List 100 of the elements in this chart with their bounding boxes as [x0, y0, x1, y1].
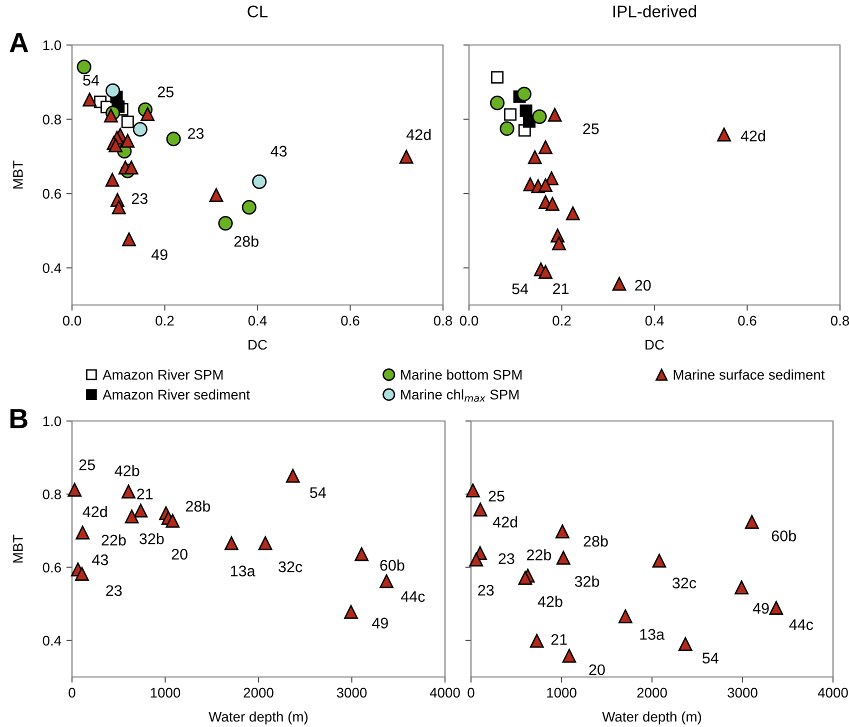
point [562, 648, 576, 663]
point [530, 634, 544, 648]
point [122, 232, 136, 246]
x-tick-label: 3000 [728, 688, 758, 698]
point [104, 108, 118, 123]
y-tick-label: 0.8 [42, 114, 61, 124]
x-tick-label: 3000 [336, 688, 367, 698]
x-tick-label: 0.2 [552, 316, 571, 326]
annotation: 44c [789, 619, 814, 630]
point [76, 526, 90, 540]
point [538, 178, 552, 192]
point [504, 108, 517, 121]
annotation: 23 [106, 585, 122, 596]
point [82, 92, 97, 107]
x-tick-label: 0.8 [830, 316, 849, 326]
annotation: 32c [672, 578, 696, 588]
annotation: 21 [137, 488, 153, 500]
annotation: 44c [400, 591, 425, 602]
point [380, 574, 394, 588]
x-tick-label: 0.6 [738, 316, 756, 326]
annotation: 54 [512, 284, 528, 294]
y-tick-label: 0.6 [42, 188, 61, 199]
x-tick-label: 0.4 [645, 316, 664, 326]
annotation: 20 [589, 664, 605, 676]
annotation: 22b [102, 534, 126, 546]
x-tick-label: 0.8 [434, 316, 452, 326]
point [612, 276, 626, 291]
annotation: 22b [526, 549, 552, 560]
annotation: 23 [478, 584, 494, 596]
point [122, 484, 136, 499]
annotation: 43 [270, 146, 287, 157]
annotation: 43 [92, 554, 108, 566]
legend-label: Amazon River SPM [102, 370, 223, 380]
text: B [10, 409, 28, 428]
annotation: 23 [498, 553, 514, 564]
annotation: 20 [635, 280, 651, 291]
annotation: 21 [553, 283, 569, 294]
point [552, 236, 566, 250]
point [108, 138, 123, 152]
point [520, 104, 532, 117]
annotation: 23 [188, 128, 204, 139]
point [473, 502, 488, 516]
x-tick-label: 2000 [244, 688, 274, 698]
point [516, 86, 532, 102]
annotation: 42d [740, 130, 765, 142]
annotation: 32c [278, 561, 302, 572]
point [548, 108, 562, 122]
x-tick-label: 0.0 [62, 316, 82, 326]
point [140, 107, 155, 122]
annotation: 25 [488, 490, 504, 502]
annotation: 42b [538, 596, 562, 607]
point [532, 109, 547, 124]
point [769, 600, 784, 615]
point [544, 171, 558, 186]
annotation: 32b [140, 533, 164, 544]
x-axis-title: Water depth (m) [208, 711, 308, 724]
x-tick-label: 0.4 [248, 316, 267, 326]
annotation: 28b [186, 500, 210, 512]
annotation: 60b [380, 560, 404, 571]
annotation: 25 [158, 86, 174, 98]
point [678, 637, 692, 652]
point [106, 83, 120, 98]
point [218, 216, 233, 231]
x-axis-title: Water depth (m) [602, 711, 702, 724]
point [491, 71, 504, 84]
text: A [10, 33, 28, 52]
x-tick-label: 0.6 [341, 316, 360, 326]
x-tick-label: 2000 [637, 688, 667, 698]
point [518, 570, 532, 585]
annotation: 28b [234, 236, 258, 247]
annotation: 28b [584, 535, 608, 547]
legend-label: Marine surface sediment [674, 370, 825, 380]
legend-label: Marine chl$_{max}$ SPM [401, 389, 519, 402]
x-tick-label: 4000 [430, 688, 460, 698]
annotation: 42d [492, 516, 518, 528]
x-tick-label: 1000 [150, 688, 180, 698]
x-axis-title: DC [248, 340, 267, 350]
point [466, 484, 480, 498]
point [68, 482, 82, 497]
legend-label: Marine bottom SPM [401, 370, 522, 380]
chart-title: CL [248, 6, 268, 18]
point [76, 60, 92, 74]
chart-title: IPL-derived [613, 5, 696, 18]
annotation: 60b [772, 530, 796, 542]
point [546, 197, 560, 211]
y-tick-label: 0.8 [42, 489, 61, 500]
point [744, 514, 759, 529]
legend-label: Amazon River sediment [102, 389, 250, 400]
annotation: 49 [752, 602, 769, 614]
point [354, 547, 369, 562]
x-tick-label: 0.2 [156, 316, 174, 326]
annotation: 21 [551, 634, 567, 645]
x-tick-label: 1000 [547, 688, 576, 698]
point [132, 122, 148, 137]
point [528, 150, 542, 164]
y-axis-title: MBT [13, 160, 23, 189]
point [399, 150, 414, 164]
annotation: 54 [310, 487, 326, 498]
point [652, 554, 666, 568]
point [618, 609, 632, 624]
